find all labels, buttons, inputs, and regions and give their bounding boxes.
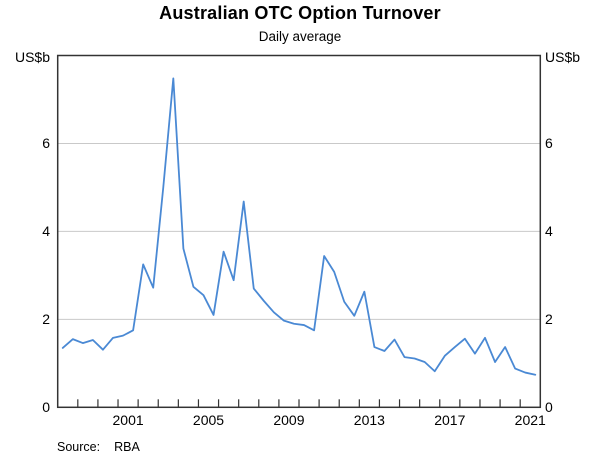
x-tick-label: 2021 — [514, 412, 546, 428]
y-tick-label-right: 2 — [545, 311, 553, 328]
y-tick-label-left: 6 — [42, 135, 50, 152]
x-tick-label: 2005 — [192, 412, 225, 428]
y-axis-unit-right: US$b — [545, 49, 581, 65]
y-tick-label-left: 0 — [42, 399, 50, 416]
turnover-line — [61, 77, 537, 376]
y-tick-label-right: 0 — [545, 399, 553, 416]
x-tick-label: 2017 — [434, 412, 466, 428]
source-label: Source: — [57, 440, 101, 454]
y-tick-label-right: 4 — [545, 223, 553, 240]
y-tick-label-left: 2 — [42, 311, 50, 328]
chart-subtitle: Daily average — [258, 29, 342, 44]
source-note: Source: RBA — [57, 440, 140, 454]
x-tick-label: 2009 — [273, 412, 305, 428]
y-tick-label-right: 6 — [545, 135, 553, 152]
x-tick-label: 2013 — [353, 412, 385, 428]
source-value: RBA — [114, 440, 140, 454]
plot-border — [56, 54, 542, 409]
y-axis-unit-left: US$b — [14, 49, 50, 65]
y-tick-label-left: 4 — [42, 223, 50, 240]
chart-title: Australian OTC Option Turnover — [159, 3, 441, 23]
x-tick-label: 2001 — [112, 412, 144, 428]
